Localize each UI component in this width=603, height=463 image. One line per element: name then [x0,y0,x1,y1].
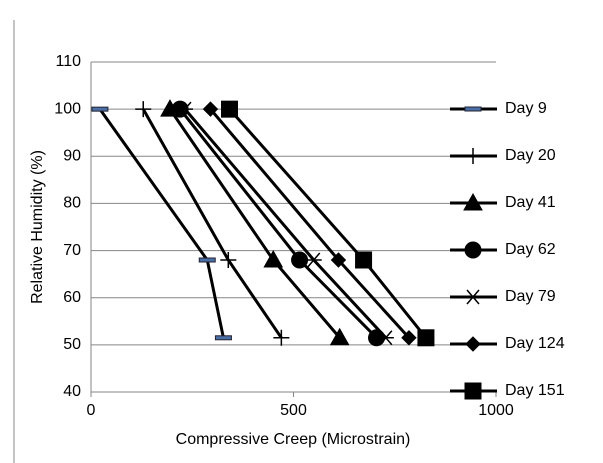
x-tick-label: 1000 [478,402,514,419]
marker [221,100,239,118]
legend-label: Day 62 [505,241,556,258]
marker [401,330,417,346]
marker [220,252,237,268]
series [221,100,435,347]
marker [135,101,152,118]
marker [305,252,322,268]
marker [263,249,284,268]
marker [329,327,350,346]
y-tick-label: 80 [63,195,81,212]
y-tick-label: 90 [63,148,81,165]
series [135,101,290,346]
x-axis-title: Compressive Creep (Microstrain) [176,431,411,448]
marker [377,330,394,346]
series-line [168,108,341,339]
marker [273,329,290,346]
marker [465,148,481,164]
legend-label: Day 79 [505,288,556,305]
series [91,106,232,341]
x-tick-label: 0 [87,402,96,419]
legend-label: Day 124 [505,335,565,352]
marker [330,252,347,268]
marker [463,192,483,211]
marker [176,101,193,117]
marker [198,257,216,263]
y-tick-label: 40 [63,383,81,400]
legend-label: Day 20 [505,147,556,164]
marker [464,382,482,400]
marker [202,101,219,117]
series [160,99,350,346]
marker [464,241,482,259]
y-tick-label: 60 [63,289,81,306]
legend-label: Day 151 [505,382,565,399]
marker [355,251,373,269]
marker [465,289,481,305]
y-tick-label: 70 [63,242,81,259]
marker [465,336,481,352]
marker [464,106,482,112]
y-tick-label: 50 [63,336,81,353]
marker [214,335,232,341]
y-tick-label: 110 [55,53,81,70]
marker [291,251,309,269]
y-tick-label: 100 [54,100,81,117]
x-tick-label: 500 [280,402,307,419]
series [202,101,417,346]
legend-label: Day 41 [505,194,556,211]
legend-label: Day 9 [505,100,547,117]
marker [417,329,435,347]
marker [91,106,109,112]
series [176,101,394,346]
series [171,100,386,347]
y-axis-title: Relative Humidity (%) [29,150,46,304]
series-line [178,108,378,339]
